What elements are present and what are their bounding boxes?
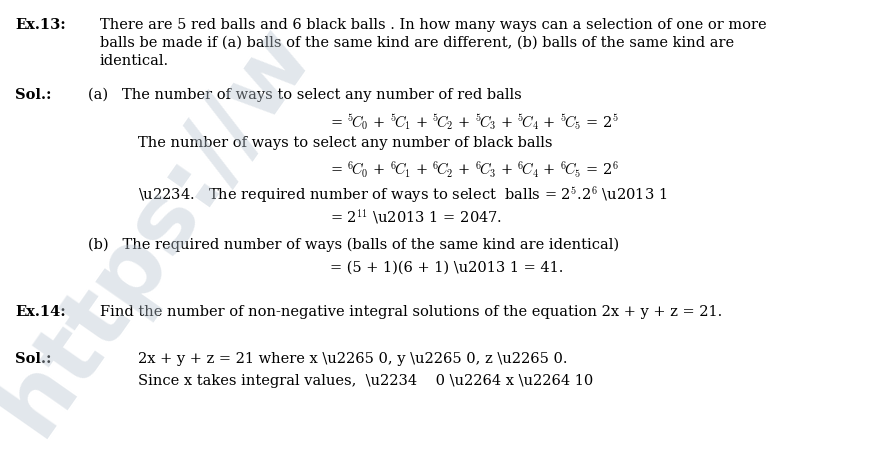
Text: Ex.14:: Ex.14: (15, 304, 66, 318)
Text: = $^5\!C_0$ + $^5\!C_1$ + $^5\!C_2$ + $^5\!C_3$ + $^5\!C_4$ + $^5\!C_5$ = 2$^5$: = $^5\!C_0$ + $^5\!C_1$ + $^5\!C_2$ + $^… (330, 112, 618, 132)
Text: Sol.:: Sol.: (15, 351, 51, 365)
Text: = $^6\!C_0$ + $^6\!C_1$ + $^6\!C_2$ + $^6\!C_3$ + $^6\!C_4$ + $^6\!C_5$ = 2$^6$: = $^6\!C_0$ + $^6\!C_1$ + $^6\!C_2$ + $^… (330, 160, 618, 180)
Text: \u2234.   The required number of ways to select  balls = 2$^5$.2$^6$ \u2013 1: \u2234. The required number of ways to s… (138, 184, 667, 204)
Text: Since x takes integral values,  \u2234    0 \u2264 x \u2264 10: Since x takes integral values, \u2234 0 … (138, 373, 593, 387)
Text: 2x + y + z = 21 where x \u2265 0, y \u2265 0, z \u2265 0.: 2x + y + z = 21 where x \u2265 0, y \u22… (138, 351, 567, 365)
Text: Find the number of non-negative integral solutions of the equation 2x + y + z = : Find the number of non-negative integral… (100, 304, 722, 318)
Text: Ex.13:: Ex.13: (15, 18, 66, 32)
Text: (a)   The number of ways to select any number of red balls: (a) The number of ways to select any num… (88, 88, 522, 102)
Text: balls be made if (a) balls of the same kind are different, (b) balls of the same: balls be made if (a) balls of the same k… (100, 36, 734, 50)
Text: identical.: identical. (100, 54, 169, 68)
Text: There are 5 red balls and 6 black balls . In how many ways can a selection of on: There are 5 red balls and 6 black balls … (100, 18, 766, 32)
Text: https://w: https://w (0, 9, 329, 450)
Text: = 2$^{11}$ \u2013 1 = 2047.: = 2$^{11}$ \u2013 1 = 2047. (330, 207, 502, 226)
Text: = (5 + 1)(6 + 1) \u2013 1 = 41.: = (5 + 1)(6 + 1) \u2013 1 = 41. (330, 260, 563, 274)
Text: The number of ways to select any number of black balls: The number of ways to select any number … (138, 136, 552, 150)
Text: Sol.:: Sol.: (15, 88, 51, 102)
Text: (b)   The required number of ways (balls of the same kind are identical): (b) The required number of ways (balls o… (88, 238, 619, 252)
